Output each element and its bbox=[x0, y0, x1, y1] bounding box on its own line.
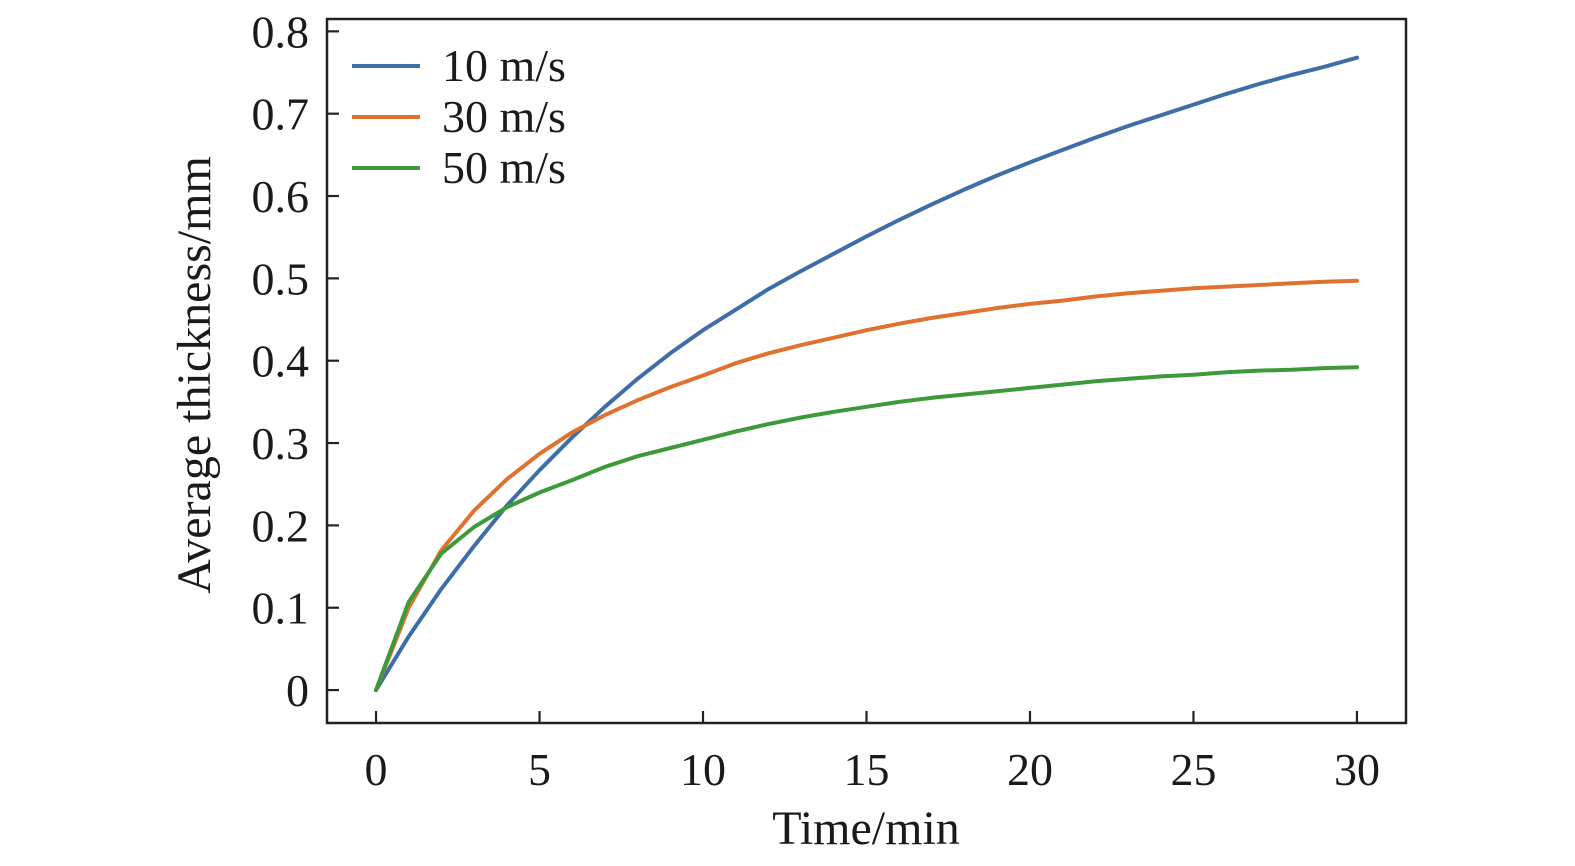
y-tick-label: 0.7 bbox=[252, 89, 310, 140]
ticks-layer: 0 5 10 15 20 25 30 0 0.1 0.2 0.3 0.4 0.5 0.6 0.7 0.8 bbox=[252, 6, 1380, 795]
y-tick-label: 0.1 bbox=[252, 583, 310, 634]
y-tick-label: 0.5 bbox=[252, 253, 310, 304]
x-axis-label: Time/min bbox=[772, 802, 960, 855]
legend: 10 m/s30 m/s50 m/s bbox=[352, 40, 566, 193]
series-line-10-m-s bbox=[374, 55, 1359, 693]
x-tick-label: 20 bbox=[1007, 744, 1053, 795]
series-lines-layer bbox=[374, 55, 1359, 693]
legend-label: 30 m/s bbox=[442, 91, 566, 142]
y-tick-label: 0 bbox=[286, 665, 309, 716]
x-tick-label: 10 bbox=[680, 744, 726, 795]
legend-label: 50 m/s bbox=[442, 142, 566, 193]
y-tick-label: 0.2 bbox=[252, 500, 310, 551]
y-axis-label: Average thickness/mm bbox=[168, 156, 221, 594]
series-line-30-m-s bbox=[374, 278, 1359, 693]
series-line-50-m-s bbox=[374, 365, 1359, 693]
plot-frame bbox=[325, 17, 1408, 725]
legend-label: 10 m/s bbox=[442, 40, 566, 91]
x-tick-label: 25 bbox=[1170, 744, 1216, 795]
x-tick-label: 15 bbox=[844, 744, 890, 795]
y-tick-label: 0.8 bbox=[252, 6, 310, 57]
y-tick-label: 0.3 bbox=[252, 418, 310, 469]
x-tick-label: 0 bbox=[365, 744, 388, 795]
y-tick-label: 0.6 bbox=[252, 171, 310, 222]
x-tick-label: 30 bbox=[1334, 744, 1380, 795]
y-tick-label: 0.4 bbox=[252, 336, 310, 387]
x-tick-label: 5 bbox=[528, 744, 551, 795]
